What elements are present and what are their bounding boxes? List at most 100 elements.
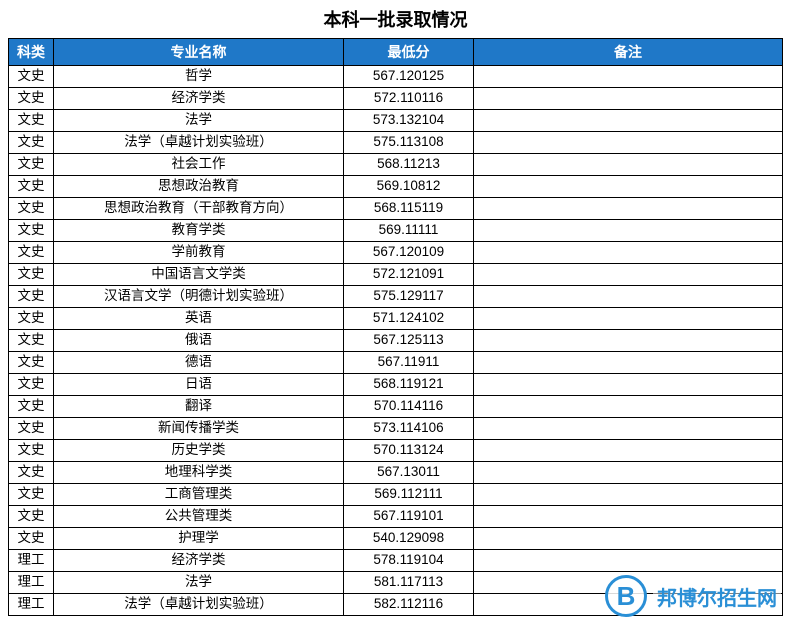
admission-table: 科类 专业名称 最低分 备注 文史哲学567.120125文史经济学类572.1…	[8, 38, 783, 616]
cell-major: 法学	[54, 572, 344, 594]
cell-note	[474, 132, 783, 154]
table-row: 文史学前教育567.120109	[9, 242, 783, 264]
cell-note	[474, 198, 783, 220]
cell-note	[474, 110, 783, 132]
table-row: 文史日语568.119121	[9, 374, 783, 396]
table-row: 文史经济学类572.110116	[9, 88, 783, 110]
cell-major: 新闻传播学类	[54, 418, 344, 440]
cell-category: 文史	[9, 220, 54, 242]
table-container: 本科一批录取情况 科类 专业名称 最低分 备注 文史哲学567.120125文史…	[0, 0, 791, 616]
watermark: B 邦博尔招生网	[605, 575, 781, 617]
cell-score: 567.119101	[344, 506, 474, 528]
cell-note	[474, 154, 783, 176]
cell-category: 文史	[9, 528, 54, 550]
table-row: 文史教育学类569.11111	[9, 220, 783, 242]
cell-major: 经济学类	[54, 88, 344, 110]
cell-category: 文史	[9, 352, 54, 374]
cell-score: 575.113108	[344, 132, 474, 154]
cell-category: 文史	[9, 484, 54, 506]
cell-major: 经济学类	[54, 550, 344, 572]
cell-note	[474, 88, 783, 110]
cell-major: 学前教育	[54, 242, 344, 264]
table-row: 文史地理科学类567.13011	[9, 462, 783, 484]
table-row: 文史护理学540.129098	[9, 528, 783, 550]
cell-note	[474, 462, 783, 484]
header-row: 科类 专业名称 最低分 备注	[9, 39, 783, 66]
cell-major: 日语	[54, 374, 344, 396]
cell-score: 568.115119	[344, 198, 474, 220]
cell-category: 理工	[9, 572, 54, 594]
cell-score: 570.114116	[344, 396, 474, 418]
table-row: 文史英语571.124102	[9, 308, 783, 330]
cell-score: 567.125113	[344, 330, 474, 352]
table-row: 文史社会工作568.11213	[9, 154, 783, 176]
cell-score: 569.11111	[344, 220, 474, 242]
table-row: 文史中国语言文学类572.121091	[9, 264, 783, 286]
cell-major: 英语	[54, 308, 344, 330]
table-row: 文史历史学类570.113124	[9, 440, 783, 462]
cell-category: 文史	[9, 132, 54, 154]
cell-note	[474, 220, 783, 242]
cell-category: 文史	[9, 418, 54, 440]
cell-score: 573.114106	[344, 418, 474, 440]
cell-note	[474, 352, 783, 374]
cell-category: 文史	[9, 66, 54, 88]
cell-note	[474, 286, 783, 308]
cell-note	[474, 550, 783, 572]
cell-category: 文史	[9, 198, 54, 220]
cell-major: 德语	[54, 352, 344, 374]
cell-category: 文史	[9, 374, 54, 396]
table-row: 文史公共管理类567.119101	[9, 506, 783, 528]
header-note: 备注	[474, 39, 783, 66]
cell-score: 540.129098	[344, 528, 474, 550]
cell-score: 570.113124	[344, 440, 474, 462]
cell-category: 理工	[9, 550, 54, 572]
table-row: 文史思想政治教育569.10812	[9, 176, 783, 198]
cell-category: 文史	[9, 308, 54, 330]
watermark-logo-letter: B	[617, 581, 636, 612]
cell-major: 中国语言文学类	[54, 264, 344, 286]
cell-category: 文史	[9, 110, 54, 132]
table-row: 文史哲学567.120125	[9, 66, 783, 88]
table-row: 文史法学（卓越计划实验班）575.113108	[9, 132, 783, 154]
cell-score: 581.117113	[344, 572, 474, 594]
header-score: 最低分	[344, 39, 474, 66]
cell-major: 思想政治教育	[54, 176, 344, 198]
cell-category: 文史	[9, 440, 54, 462]
table-row: 文史工商管理类569.112111	[9, 484, 783, 506]
cell-major: 翻译	[54, 396, 344, 418]
cell-category: 文史	[9, 154, 54, 176]
cell-major: 教育学类	[54, 220, 344, 242]
table-row: 文史法学573.132104	[9, 110, 783, 132]
cell-note	[474, 484, 783, 506]
cell-note	[474, 176, 783, 198]
cell-note	[474, 506, 783, 528]
table-row: 文史思想政治教育（干部教育方向）568.115119	[9, 198, 783, 220]
table-row: 文史新闻传播学类573.114106	[9, 418, 783, 440]
cell-note	[474, 308, 783, 330]
table-row: 文史德语567.11911	[9, 352, 783, 374]
cell-note	[474, 330, 783, 352]
cell-score: 569.112111	[344, 484, 474, 506]
watermark-logo-circle: B	[605, 575, 647, 617]
cell-category: 理工	[9, 594, 54, 616]
cell-note	[474, 528, 783, 550]
cell-score: 567.11911	[344, 352, 474, 374]
cell-major: 地理科学类	[54, 462, 344, 484]
cell-major: 法学（卓越计划实验班）	[54, 132, 344, 154]
table-row: 文史翻译570.114116	[9, 396, 783, 418]
table-row: 文史俄语567.125113	[9, 330, 783, 352]
cell-note	[474, 264, 783, 286]
cell-category: 文史	[9, 506, 54, 528]
table-body: 文史哲学567.120125文史经济学类572.110116文史法学573.13…	[9, 66, 783, 616]
table-row: 文史汉语言文学（明德计划实验班）575.129117	[9, 286, 783, 308]
table-row: 理工经济学类578.119104	[9, 550, 783, 572]
cell-category: 文史	[9, 330, 54, 352]
cell-score: 575.129117	[344, 286, 474, 308]
cell-score: 568.119121	[344, 374, 474, 396]
cell-major: 工商管理类	[54, 484, 344, 506]
cell-note	[474, 418, 783, 440]
cell-note	[474, 66, 783, 88]
cell-major: 汉语言文学（明德计划实验班）	[54, 286, 344, 308]
header-major: 专业名称	[54, 39, 344, 66]
